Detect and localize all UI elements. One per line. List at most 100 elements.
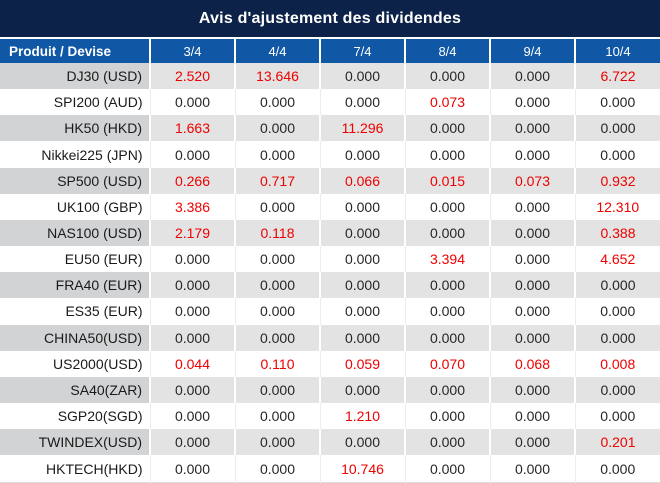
- column-header-date-6: 10/4: [574, 39, 660, 63]
- value-cell: 0.073: [404, 89, 490, 116]
- table-row: HKTECH(HKD) 0.000 0.000 10.746 0.000 0.000 0.0…: [0, 455, 660, 483]
- value-cell: 0.000: [574, 324, 660, 351]
- value-cell: 3.386: [149, 193, 235, 220]
- value-cell: 0.066: [319, 167, 405, 194]
- product-cell: CHINA50(USD): [0, 324, 150, 351]
- value-cell: 0.932: [574, 167, 660, 194]
- value-cell: 0.000: [319, 246, 405, 273]
- product-cell: ES35 (EUR): [0, 298, 150, 325]
- value-cell: 0.000: [489, 324, 575, 351]
- product-cell: US2000(USD): [0, 350, 150, 377]
- table-row: SPI200 (AUD) 0.000 0.000 0.000 0.073 0.000 0.0…: [0, 89, 660, 116]
- value-cell: 0.000: [574, 376, 660, 404]
- value-cell: 0.110: [234, 350, 320, 377]
- value-cell: 0.000: [234, 298, 320, 325]
- page-title: Avis d'ajustement des dividendes: [0, 0, 660, 37]
- table-row: FRA40 (EUR) 0.000 0.000 0.000 0.000 0.000 0.00…: [0, 272, 660, 299]
- value-cell: 0.717: [234, 167, 320, 194]
- value-cell: 0.000: [574, 403, 660, 430]
- value-cell: 0.000: [489, 219, 575, 247]
- value-cell: 0.000: [489, 429, 575, 456]
- value-cell: 0.000: [319, 324, 405, 351]
- product-cell: NAS100 (USD): [0, 219, 150, 247]
- value-cell: 0.000: [489, 193, 575, 220]
- value-cell: 0.000: [574, 141, 660, 168]
- value-cell: 0.266: [149, 167, 235, 194]
- value-cell: 0.000: [319, 141, 405, 168]
- value-cell: 0.000: [404, 403, 490, 430]
- value-cell: 0.000: [404, 115, 490, 142]
- value-cell: 0.000: [574, 455, 660, 483]
- value-cell: 3.394: [404, 246, 490, 273]
- value-cell: 0.000: [404, 141, 490, 168]
- product-cell: DJ30 (USD): [0, 63, 150, 90]
- product-cell: HKTECH(HKD): [0, 455, 150, 483]
- value-cell: 0.000: [234, 272, 320, 299]
- table-row: SP500 (USD) 0.266 0.717 0.066 0.015 0.073 0.93…: [0, 167, 660, 194]
- value-cell: 0.000: [319, 376, 405, 404]
- value-cell: 0.000: [149, 455, 235, 483]
- value-cell: 0.000: [404, 272, 490, 299]
- value-cell: 0.000: [489, 403, 575, 430]
- value-cell: 0.000: [489, 246, 575, 273]
- value-cell: 0.000: [319, 272, 405, 299]
- value-cell: 1.210: [319, 403, 405, 430]
- value-cell: 13.646: [234, 63, 320, 90]
- value-cell: 0.000: [489, 272, 575, 299]
- product-cell: FRA40 (EUR): [0, 272, 150, 299]
- value-cell: 0.000: [319, 219, 405, 247]
- product-cell: SA40(ZAR): [0, 376, 150, 404]
- table-body: DJ30 (USD) 2.520 13.646 0.000 0.000 0.000 6.72…: [0, 63, 660, 483]
- value-cell: 0.000: [319, 298, 405, 325]
- value-cell: 0.118: [234, 219, 320, 247]
- product-cell: Nikkei225 (JPN): [0, 141, 150, 168]
- value-cell: 0.000: [149, 324, 235, 351]
- value-cell: 0.000: [234, 403, 320, 430]
- product-cell: SGP20(SGD): [0, 403, 150, 430]
- value-cell: 0.000: [489, 376, 575, 404]
- value-cell: 0.000: [489, 115, 575, 142]
- value-cell: 0.000: [234, 376, 320, 404]
- table-row: Nikkei225 (JPN) 0.000 0.000 0.000 0.000 0.000…: [0, 141, 660, 168]
- value-cell: 0.000: [234, 141, 320, 168]
- column-header-date-3: 7/4: [319, 39, 405, 63]
- table-row: CHINA50(USD) 0.000 0.000 0.000 0.000 0.000 0.0…: [0, 324, 660, 351]
- product-cell: UK100 (GBP): [0, 193, 150, 220]
- value-cell: 0.000: [404, 63, 490, 90]
- column-header-product: Produit / Devise: [0, 39, 150, 63]
- value-cell: 0.000: [234, 115, 320, 142]
- product-cell: SPI200 (AUD): [0, 89, 150, 116]
- value-cell: 0.000: [234, 455, 320, 483]
- value-cell: 0.000: [234, 429, 320, 456]
- value-cell: 0.000: [149, 429, 235, 456]
- table-row: ES35 (EUR) 0.000 0.000 0.000 0.000 0.000 0.000: [0, 298, 660, 325]
- value-cell: 0.000: [489, 141, 575, 168]
- value-cell: 0.000: [404, 429, 490, 456]
- value-cell: 0.000: [574, 272, 660, 299]
- value-cell: 0.000: [149, 141, 235, 168]
- table-row: TWINDEX(USD) 0.000 0.000 0.000 0.000 0.000 0.2…: [0, 429, 660, 456]
- value-cell: 0.000: [404, 324, 490, 351]
- value-cell: 0.000: [149, 403, 235, 430]
- value-cell: 0.000: [574, 115, 660, 142]
- product-cell: TWINDEX(USD): [0, 429, 150, 456]
- value-cell: 0.000: [234, 193, 320, 220]
- value-cell: 4.652: [574, 246, 660, 273]
- value-cell: 0.000: [404, 219, 490, 247]
- table-row: EU50 (EUR) 0.000 0.000 0.000 3.394 0.000 4.652: [0, 246, 660, 273]
- value-cell: 0.000: [319, 63, 405, 90]
- table-row: US2000(USD) 0.044 0.110 0.059 0.070 0.068 0.00…: [0, 350, 660, 377]
- dividend-table: Produit / Devise 3/4 4/4 7/4 8/4 9/4 10/…: [0, 39, 660, 483]
- value-cell: 0.388: [574, 219, 660, 247]
- value-cell: 0.000: [404, 298, 490, 325]
- column-header-date-1: 3/4: [149, 39, 235, 63]
- value-cell: 0.000: [489, 455, 575, 483]
- value-cell: 10.746: [319, 455, 405, 483]
- value-cell: 0.073: [489, 167, 575, 194]
- value-cell: 1.663: [149, 115, 235, 142]
- value-cell: 0.000: [489, 63, 575, 90]
- value-cell: 0.015: [404, 167, 490, 194]
- header-row: Produit / Devise 3/4 4/4 7/4 8/4 9/4 10/…: [0, 39, 660, 63]
- table-row: SGP20(SGD) 0.000 0.000 1.210 0.000 0.000 0.000: [0, 403, 660, 430]
- value-cell: 0.000: [149, 272, 235, 299]
